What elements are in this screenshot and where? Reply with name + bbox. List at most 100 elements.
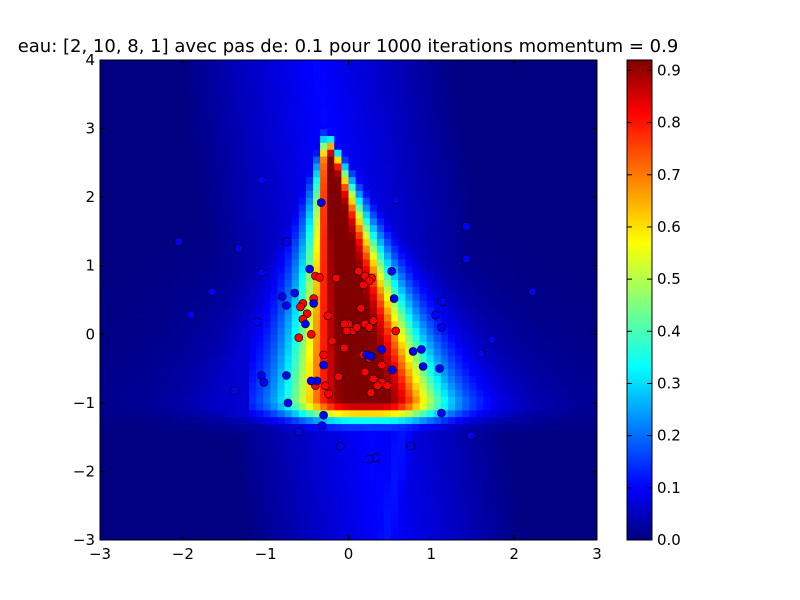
heatmap-cell — [199, 327, 208, 335]
heatmap-cell — [348, 87, 357, 95]
heatmap-cell — [270, 361, 279, 370]
heatmap-cell — [156, 101, 165, 109]
heatmap-cell — [575, 457, 584, 466]
heatmap-cell — [199, 437, 208, 445]
heatmap-cell — [341, 197, 350, 205]
heatmap-cell — [518, 423, 527, 431]
heatmap-cell — [575, 286, 584, 294]
heatmap-cell — [412, 526, 421, 534]
heatmap-cell — [206, 73, 215, 82]
heatmap-cell — [518, 162, 527, 171]
heatmap-cell — [476, 402, 484, 411]
heatmap-cell — [206, 409, 215, 418]
heatmap-cell — [142, 66, 151, 75]
heatmap-cell — [291, 231, 300, 239]
heatmap-cell — [462, 108, 470, 116]
heatmap-cell — [355, 258, 364, 267]
heatmap-cell — [163, 485, 172, 493]
heatmap-cell — [149, 169, 158, 178]
heatmap-cell — [391, 190, 399, 198]
heatmap-cell — [156, 313, 165, 322]
heatmap-cell — [568, 101, 577, 109]
heatmap-cell — [362, 437, 371, 445]
heatmap-cell — [561, 135, 570, 143]
heatmap-cell — [185, 402, 193, 411]
heatmap-cell — [341, 73, 350, 82]
heatmap-cell — [242, 114, 250, 123]
heatmap-cell — [433, 505, 442, 514]
heatmap-cell — [547, 430, 555, 438]
heatmap-cell — [540, 204, 548, 212]
heatmap-cell — [171, 498, 179, 507]
heatmap-cell — [142, 457, 151, 466]
heatmap-cell — [575, 402, 584, 411]
heatmap-cell — [185, 382, 193, 390]
heatmap-cell — [270, 94, 279, 102]
heatmap-cell — [263, 437, 271, 445]
heatmap-cell — [447, 66, 456, 75]
heatmap-cell — [142, 197, 151, 205]
heatmap-cell — [504, 478, 513, 486]
heatmap-cell — [149, 238, 158, 246]
heatmap-cell — [178, 409, 186, 418]
heatmap-cell — [589, 183, 597, 191]
heatmap-cell — [242, 334, 250, 342]
heatmap-cell — [540, 279, 548, 287]
heatmap-cell — [270, 101, 279, 109]
heatmap-cell — [469, 402, 477, 411]
heatmap-cell — [284, 114, 293, 123]
heatmap-cell — [483, 210, 492, 219]
heatmap-cell — [135, 128, 144, 137]
heatmap-cell — [426, 409, 435, 418]
heatmap-cell — [497, 183, 506, 191]
heatmap-cell — [589, 320, 597, 329]
heatmap-cell — [213, 87, 222, 95]
heatmap-cell — [568, 279, 577, 287]
heatmap-cell — [497, 348, 506, 356]
heatmap-cell — [327, 162, 335, 171]
heatmap-cell — [433, 176, 442, 185]
heatmap-cell — [582, 396, 591, 404]
heatmap-cell — [376, 210, 385, 219]
heatmap-cell — [412, 128, 421, 137]
heatmap-cell — [483, 183, 492, 191]
heatmap-cell — [227, 402, 236, 411]
heatmap-cell — [554, 375, 563, 383]
heatmap-cell — [582, 334, 591, 342]
heatmap-cell — [398, 471, 406, 479]
heatmap-cell — [582, 169, 591, 178]
heatmap-cell — [483, 457, 492, 466]
heatmap-cell — [384, 306, 392, 315]
heatmap-cell — [561, 464, 570, 473]
heatmap-cell — [163, 450, 172, 459]
heatmap-cell — [419, 224, 428, 233]
heatmap-cell — [305, 217, 314, 226]
heatmap-cell — [376, 176, 385, 185]
heatmap-cell — [568, 368, 577, 377]
heatmap-cell — [341, 265, 350, 274]
heatmap-cell — [362, 430, 371, 438]
heatmap-cell — [270, 176, 279, 185]
heatmap-cell — [391, 101, 399, 109]
heatmap-cell — [135, 485, 144, 493]
heatmap-cell — [533, 252, 541, 260]
heatmap-cell — [355, 66, 364, 75]
heatmap-cell — [504, 485, 513, 493]
heatmap-cell — [291, 142, 300, 150]
heatmap-cell — [185, 265, 193, 274]
heatmap-cell — [554, 142, 563, 150]
heatmap-cell — [291, 492, 300, 500]
heatmap-cell — [405, 272, 413, 281]
heatmap-cell — [440, 108, 449, 116]
heatmap-cell — [405, 416, 413, 425]
heatmap-cell — [341, 430, 350, 438]
heatmap-cell — [192, 258, 200, 267]
heatmap-cell — [249, 375, 257, 383]
heatmap-cell — [526, 519, 534, 527]
heatmap-cell — [398, 176, 406, 185]
heatmap-cell — [376, 121, 385, 130]
heatmap-cell — [277, 306, 286, 315]
heatmap-cell — [362, 114, 371, 123]
heatmap-cell — [199, 409, 208, 418]
heatmap-cell — [114, 128, 122, 137]
